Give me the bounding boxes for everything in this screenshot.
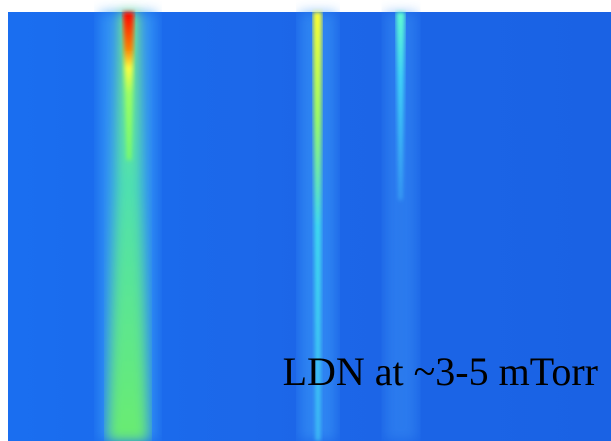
annotation: LDN at ~3-5 mTorr <box>283 349 598 394</box>
streaks <box>100 12 417 441</box>
